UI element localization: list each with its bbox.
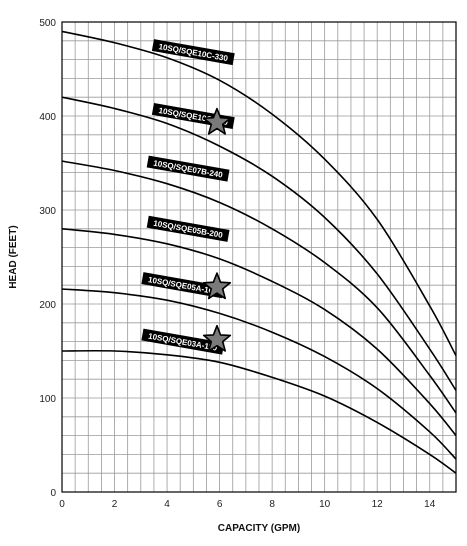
y-tick-label: 200 (39, 300, 56, 311)
series-line (62, 160, 456, 414)
y-tick-labels: 0 100 200 300 400 500 (39, 18, 56, 499)
plot-border (61, 21, 457, 493)
series-line (62, 96, 456, 391)
series-line (62, 288, 456, 460)
grid (62, 22, 456, 492)
x-tick-label: 2 (112, 499, 118, 510)
series-line (62, 30, 456, 357)
star-marker (202, 272, 232, 300)
star-marker (202, 107, 232, 135)
series-label-background (146, 155, 230, 182)
x-tick-label: 14 (424, 499, 436, 510)
x-tick-label: 8 (269, 499, 275, 510)
star-marker (202, 324, 232, 352)
series-line (62, 349, 456, 474)
x-tick-label: 4 (164, 499, 170, 510)
y-tick-label: 300 (39, 206, 56, 217)
series-line (62, 228, 456, 437)
series-label-background (141, 272, 225, 299)
x-tick-labels: 0 2 4 6 8 10 12 14 (59, 499, 436, 510)
y-tick-label: 400 (39, 112, 56, 123)
x-tick-label: 6 (217, 499, 223, 510)
x-axis-title: CAPACITY (GPM) (218, 523, 300, 534)
y-tick-label: 500 (39, 18, 56, 29)
series-label-background (146, 215, 230, 242)
y-axis-title: HEAD (FEET) (8, 225, 19, 288)
curves (62, 30, 456, 474)
y-tick-label: 100 (39, 394, 56, 405)
x-tick-label: 12 (372, 499, 384, 510)
x-tick-label: 10 (319, 499, 331, 510)
y-tick-label: 0 (50, 488, 56, 499)
x-tick-label: 0 (59, 499, 65, 510)
series-label-background (141, 328, 225, 355)
markers (202, 107, 232, 352)
series-label-background (151, 39, 235, 66)
